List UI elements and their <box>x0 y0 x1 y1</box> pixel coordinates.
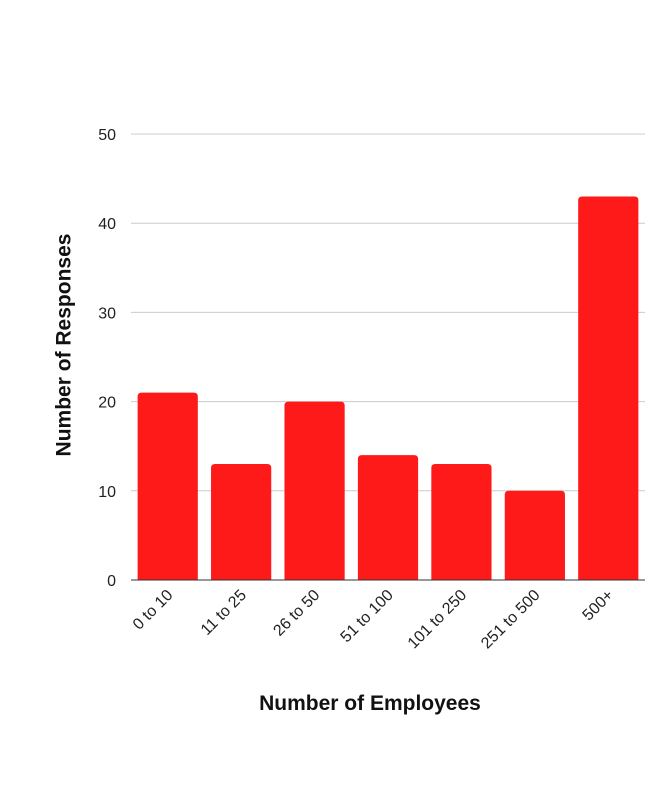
x-tick-label: 11 to 25 <box>198 587 250 639</box>
x-axis-ticks: 0 to 10 11 to 25 26 to 50 51 to 100 101 to 2… <box>130 587 617 653</box>
bar <box>431 464 492 580</box>
x-tick-label: 26 to 50 <box>270 587 323 640</box>
gridlines <box>131 133 645 492</box>
x-tick-label: 251 to 500 <box>478 587 544 653</box>
x-tick-label: 0 to 10 <box>130 587 177 634</box>
y-tick-label: 40 <box>98 216 116 233</box>
y-tick-label: 10 <box>98 484 116 501</box>
x-tick-label: 51 to 100 <box>338 587 397 646</box>
y-axis-title: Number of Responses <box>53 234 76 457</box>
bar <box>578 196 639 580</box>
bar <box>357 455 419 580</box>
x-tick-label: 101 to 250 <box>405 587 471 653</box>
x-tick-label: 500+ <box>580 587 618 625</box>
bars <box>137 196 639 580</box>
y-axis-ticks: 0 10 20 30 40 50 <box>98 127 116 590</box>
x-axis-title: Number of Employees <box>259 692 481 715</box>
bar <box>284 401 345 580</box>
bar <box>504 490 565 580</box>
bar <box>211 464 272 580</box>
y-tick-label: 0 <box>107 573 116 590</box>
y-tick-label: 20 <box>98 395 116 412</box>
bar <box>137 392 198 580</box>
y-tick-label: 30 <box>98 305 116 322</box>
y-tick-label: 50 <box>98 127 116 144</box>
